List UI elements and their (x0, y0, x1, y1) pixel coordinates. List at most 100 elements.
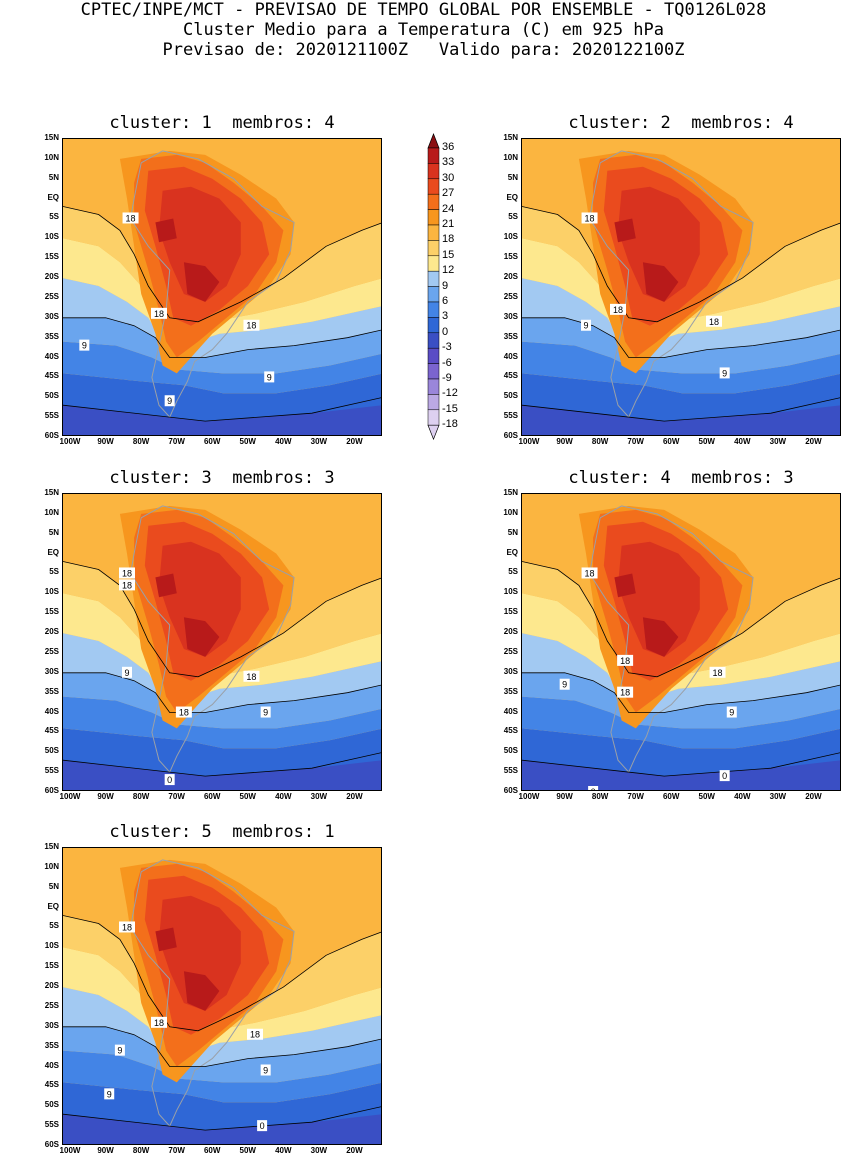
colorbar-swatch (427, 363, 440, 380)
lon-tick-label: 70W (627, 437, 644, 446)
colorbar-swatch (427, 409, 440, 426)
lat-tick-label: 45S (44, 371, 59, 381)
contour-label-text: 9 (124, 668, 129, 678)
contour-label-text: 9 (82, 341, 87, 351)
temperature-band (63, 1026, 381, 1083)
lat-tick-label: 45S (503, 726, 518, 736)
lat-tick-label: 25S (44, 646, 59, 656)
lon-tick-label: 100W (59, 1146, 81, 1155)
colorbar-top-arrow (427, 133, 440, 149)
temperature-band (522, 752, 840, 790)
lat-tick-label: 55S (503, 766, 518, 776)
subtitle: Cluster Medio para a Temperatura (C) em … (182, 20, 665, 40)
lat-tick-label: 10S (44, 941, 59, 951)
contour-label-text: 9 (107, 1089, 112, 1099)
temperature-band (642, 617, 679, 657)
temperature-band (63, 752, 381, 790)
temperature-band (155, 573, 177, 598)
contour-label-text: 18 (154, 309, 164, 319)
temperature-band (642, 262, 679, 302)
lat-tick-label: EQ (506, 547, 518, 557)
contour-line (522, 561, 840, 678)
contour-label: 18 (243, 319, 260, 331)
temperature-band (183, 617, 220, 657)
temperature-band (522, 696, 840, 749)
lat-tick-label: 35S (44, 331, 59, 341)
contour-label: 18 (243, 670, 260, 682)
contour-label: 9 (104, 1088, 115, 1100)
temperature-field: 18 18 18 9 9 9 (63, 139, 381, 435)
colorbar-label: 6 (442, 295, 449, 307)
temperature-field: 18 18 18 9 9 (522, 139, 840, 435)
lon-tick-label: 50W (698, 437, 715, 446)
lon-tick-label: 100W (518, 437, 540, 446)
lat-tick-label: 10S (503, 232, 518, 242)
lat-tick-label: 15S (44, 607, 59, 617)
lon-tick-label: 60W (662, 792, 680, 801)
contour-label: 9 (726, 706, 737, 718)
lat-tick-label: 55S (44, 411, 59, 421)
contour-label-text: 18 (126, 213, 136, 223)
temperature-band (159, 895, 241, 1011)
contour-line (63, 206, 381, 323)
lon-tick-label: 20W (805, 437, 822, 446)
lat-tick-label: 35S (44, 1040, 59, 1050)
lat-tick-label: 25S (503, 646, 518, 656)
lon-tick-label: 60W (203, 792, 221, 801)
temperature-band (63, 1106, 381, 1144)
lon-tick-label: 90W (97, 437, 114, 446)
contour-label: 0 (588, 786, 599, 790)
colorbar-swatch (427, 163, 440, 180)
lat-tick-label: 10N (503, 152, 518, 162)
colorbar-label: -12 (442, 387, 458, 400)
contour-label: 0 (257, 1120, 268, 1132)
colorbar-label: 24 (442, 202, 455, 215)
lat-tick-label: 25S (44, 291, 59, 301)
contour-label: 18 (709, 666, 726, 678)
lat-tick-label: 55S (44, 1120, 59, 1130)
colorbar-bottom-arrow (427, 424, 440, 441)
temperature-field: 18 18 18 18 9 9 0 (63, 494, 381, 790)
lon-tick-label: 100W (59, 437, 81, 446)
coastline (589, 150, 754, 419)
colorbar-swatch (427, 332, 440, 349)
lat-tick-label: 30S (44, 666, 59, 676)
temperature-band (63, 728, 381, 777)
contour-label: 9 (122, 666, 132, 678)
contour-line (63, 561, 381, 678)
contour-label: 18 (706, 315, 722, 327)
contour-label-text: 9 (117, 1046, 122, 1056)
contour-line (63, 1026, 381, 1067)
temperature-band (155, 218, 177, 243)
lon-tick-label: 20W (805, 792, 822, 801)
colorbar-swatch (427, 286, 440, 303)
contour-label-text: 18 (179, 708, 189, 718)
lat-tick-label: 20S (503, 627, 518, 637)
lat-tick-label: 10S (44, 587, 59, 597)
lat-tick-label: 40S (44, 1060, 59, 1070)
contour-label: 9 (79, 339, 90, 351)
colorbar-label: 18 (442, 233, 455, 246)
lat-tick-label: 60S (44, 1140, 59, 1149)
colorbar-swatch (427, 301, 440, 318)
lat-tick-label: 10S (44, 232, 59, 242)
lat-tick-label: 60S (503, 786, 518, 795)
lat-tick-label: 20S (44, 981, 59, 991)
temperature-band (522, 341, 840, 394)
lat-tick-label: 40S (44, 706, 59, 716)
lat-tick-label: 15N (503, 133, 518, 142)
contour-label-text: 0 (167, 775, 172, 785)
lon-tick-label: 20W (346, 437, 363, 446)
contour-label-text: 9 (267, 372, 272, 382)
lat-tick-label: 10N (44, 152, 59, 162)
contour-label: 18 (119, 579, 135, 591)
lon-tick-label: 100W (518, 792, 540, 801)
lon-tick-label: 90W (97, 1146, 114, 1155)
lat-tick-label: 25S (503, 291, 518, 301)
contour-label: 9 (260, 706, 271, 718)
lon-tick-label: 80W (132, 437, 150, 446)
temperature-band (183, 262, 220, 302)
lat-tick-label: 35S (503, 331, 518, 341)
contour-label-text: 18 (122, 922, 132, 932)
lon-tick-label: 40W (275, 1146, 292, 1155)
